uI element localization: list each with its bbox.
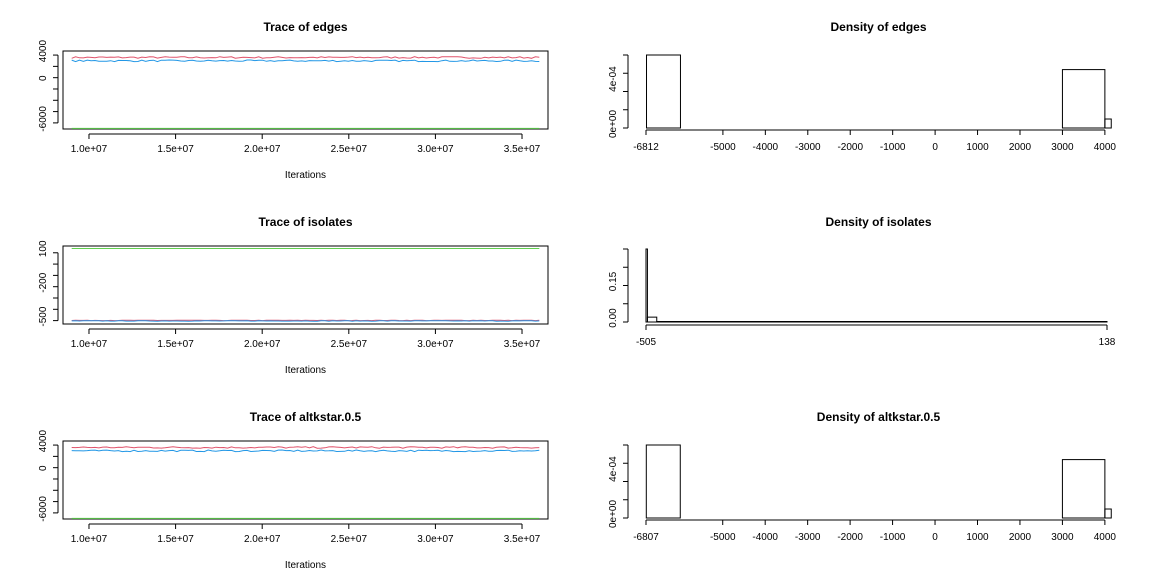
x-tick-label: -2000 — [837, 532, 863, 543]
x-tick-label: 3.0e+07 — [417, 144, 454, 155]
y-tick-label: 4e-04 — [608, 456, 619, 482]
x-tick-label: 0 — [932, 532, 938, 543]
x-tick-label: 2.0e+07 — [244, 534, 281, 545]
plot-frame — [62, 245, 549, 325]
x-tick-label: 2.5e+07 — [331, 339, 368, 350]
trace-series-line — [71, 56, 540, 59]
trace-altkstar-panel: Trace of altkstar.0.5 1.0e+07 1.5e+07 2.0e+… — [38, 410, 549, 571]
trace-edges-panel: Trace of edges 1.0e+07 1.5e+07 2.0e+07 2.5e+… — [38, 20, 549, 181]
y-tick-label: -200 — [38, 272, 49, 292]
x-tick-label: 3.5e+07 — [504, 144, 541, 155]
chart-title: Density of isolates — [825, 215, 931, 229]
plot-frame — [62, 50, 549, 130]
x-tick-label: 1.5e+07 — [157, 534, 194, 545]
x-tick-label: 2.0e+07 — [244, 339, 281, 350]
x-tick-label: 1.0e+07 — [71, 534, 108, 545]
x-tick-label: 3.5e+07 — [504, 534, 541, 545]
x-tick-label: 3.0e+07 — [417, 534, 454, 545]
histogram-bar — [646, 54, 681, 129]
histogram-bar — [1061, 69, 1106, 129]
x-tick-label: 1.0e+07 — [71, 339, 108, 350]
x-tick-label: 1.5e+07 — [157, 144, 194, 155]
trace-series-line — [71, 449, 540, 453]
density-edges-panel: Density of edges -6812 -5000 -4000 -3000 -200… — [608, 20, 1116, 153]
x-tick-label: 3000 — [1051, 142, 1074, 153]
x-tick-label: 2.5e+07 — [331, 534, 368, 545]
y-tick-label: 4000 — [38, 430, 49, 453]
chart-title: Trace of edges — [263, 20, 347, 34]
chart-title: Trace of altkstar.0.5 — [250, 410, 362, 424]
y-tick-label: -500 — [38, 306, 49, 326]
histogram-bar — [1104, 118, 1112, 129]
x-tick-label: -1000 — [880, 532, 906, 543]
y-tick-label: 0 — [38, 75, 49, 81]
x-tick-label: 138 — [1099, 337, 1116, 348]
y-tick-label: 4e-04 — [608, 66, 619, 92]
x-tick-label: 3000 — [1051, 532, 1074, 543]
y-tick-label: -6000 — [38, 496, 49, 522]
x-axis-label: Iterations — [285, 170, 326, 181]
x-tick-label: 2.5e+07 — [331, 144, 368, 155]
x-tick-label: 4000 — [1094, 532, 1117, 543]
histogram-bar — [1061, 459, 1106, 519]
x-tick-label: 0 — [932, 142, 938, 153]
y-tick-label: 4000 — [38, 40, 49, 63]
histogram-bar — [1104, 508, 1112, 519]
density-isolates-panel: Density of isolates -505 138 0.00 0.15 — [608, 215, 1116, 348]
y-tick-label: -6000 — [38, 106, 49, 132]
x-tick-label: 3.0e+07 — [417, 339, 454, 350]
x-tick-label: 2000 — [1009, 532, 1032, 543]
y-tick-label: 0.00 — [608, 308, 619, 328]
plot-frame — [62, 440, 549, 520]
trace-series-line — [71, 59, 540, 63]
x-tick-label: 3.5e+07 — [504, 339, 541, 350]
trace-series-line — [71, 320, 540, 322]
x-axis-label: Iterations — [285, 365, 326, 376]
x-tick-label: 1.0e+07 — [71, 144, 108, 155]
x-tick-label: -6812 — [633, 142, 659, 153]
x-tick-label: -505 — [636, 337, 656, 348]
x-tick-label: -5000 — [710, 532, 736, 543]
histogram-bar — [646, 316, 658, 323]
x-tick-label: -2000 — [837, 142, 863, 153]
y-tick-label: 0.15 — [608, 271, 619, 291]
chart-title: Density of altkstar.0.5 — [817, 410, 941, 424]
x-tick-label: 1000 — [966, 142, 989, 153]
x-tick-label: -1000 — [880, 142, 906, 153]
y-tick-label: 100 — [38, 240, 49, 257]
y-tick-label: 0e+00 — [608, 500, 619, 529]
histogram-bar — [645, 248, 648, 323]
x-tick-label: 2.0e+07 — [244, 144, 281, 155]
x-axis-label: Iterations — [285, 560, 326, 571]
density-altkstar-panel: Density of altkstar.0.5 -6807 -5000 -4000 -3… — [608, 410, 1116, 543]
trace-isolates-panel: Trace of isolates 1.0e+07 1.5e+07 2.0e+07 2.… — [38, 215, 549, 376]
x-tick-label: 4000 — [1094, 142, 1117, 153]
x-tick-label: -3000 — [795, 142, 821, 153]
chart-title: Trace of isolates — [258, 215, 352, 229]
histogram-bar — [645, 444, 681, 519]
x-tick-label: 1000 — [966, 532, 989, 543]
x-tick-label: -6807 — [633, 532, 659, 543]
x-tick-label: 2000 — [1009, 142, 1032, 153]
x-tick-label: 1.5e+07 — [157, 339, 194, 350]
x-tick-label: -4000 — [752, 532, 778, 543]
y-tick-label: 0e+00 — [608, 110, 619, 139]
x-tick-label: -3000 — [795, 532, 821, 543]
x-tick-label: -4000 — [753, 142, 779, 153]
trace-series-line — [71, 446, 540, 449]
x-tick-label: -5000 — [710, 142, 736, 153]
y-tick-label: 0 — [38, 465, 49, 471]
chart-title: Density of edges — [830, 20, 926, 34]
